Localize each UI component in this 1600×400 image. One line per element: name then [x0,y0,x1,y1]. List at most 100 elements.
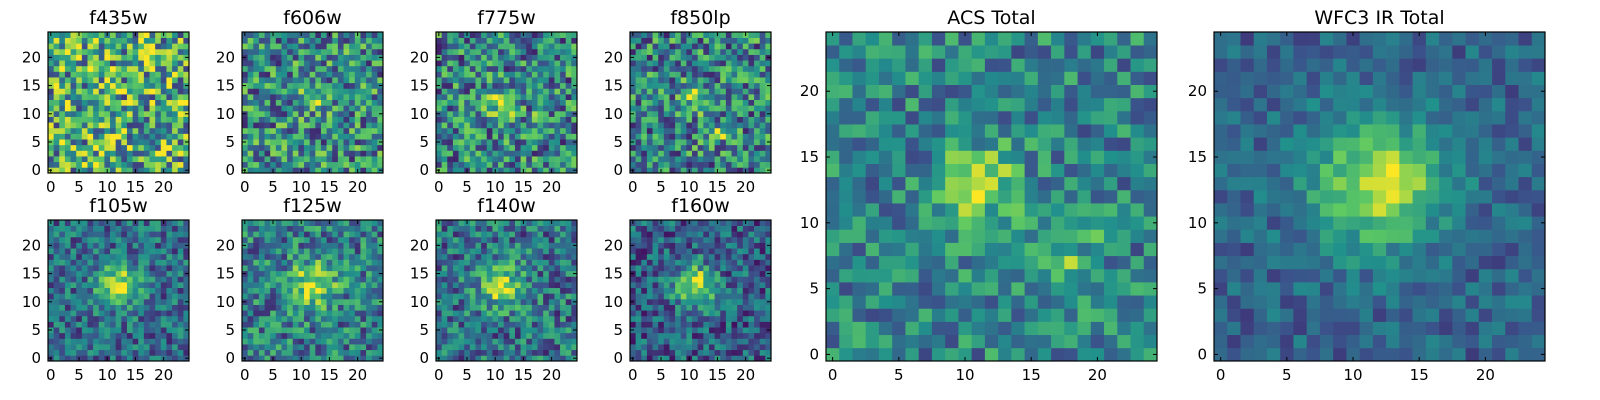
heatmap-cell [669,105,676,112]
heatmap-cell [469,99,476,106]
heatmap-cell [143,77,150,84]
heatmap-cell [183,321,190,328]
heatmap-cell [143,71,150,78]
heatmap-cell [366,94,373,101]
heatmap-cell [247,304,254,311]
heatmap-cell [253,139,260,146]
heatmap-cell [475,321,482,328]
heatmap-cell [697,82,704,89]
heatmap-cell [441,82,448,89]
heatmap-cell [247,105,254,112]
heatmap-cell [315,133,322,140]
heatmap-cell [537,77,544,84]
heatmap-cell [298,116,305,123]
heatmap-cell [281,37,288,44]
heatmap-cell [720,60,727,67]
heatmap-cell [452,127,459,134]
heatmap-cell [641,60,648,67]
heatmap-cell [526,105,533,112]
heatmap-cell [138,94,145,101]
heatmap-cell [309,156,316,163]
heatmap-cell [503,304,510,311]
heatmap-cell [630,332,636,339]
heatmap-cell [110,122,117,129]
heatmap-cell [663,54,670,61]
heatmap-cell [641,144,648,151]
heatmap-cell [452,310,459,317]
heatmap-cell [183,276,190,283]
heatmap-cell [53,110,60,117]
heatmap-cell [630,161,636,168]
heatmap-cell [669,82,676,89]
heatmap-cell [371,321,378,328]
heatmap-cell [475,236,482,243]
heatmap-cell [377,231,384,238]
heatmap-cell [703,43,710,50]
heatmap-cell [652,150,659,157]
heatmap-cell [270,71,277,78]
heatmap-cell [149,167,156,174]
heatmap-cell [93,133,100,140]
heatmap-cell [560,332,567,339]
heatmap-cell [737,344,744,351]
heatmap-cell [560,94,567,101]
heatmap-cell [630,127,636,134]
heatmap-cell [349,122,356,129]
heatmap-cell [275,32,282,38]
heatmap-cell [87,167,94,174]
heatmap-cell [680,276,687,283]
heatmap-cell [287,287,294,294]
heatmap-cell [287,77,294,84]
heatmap-cell [172,349,179,356]
heatmap-cell [366,276,373,283]
heatmap-cell [87,122,94,129]
heatmap-cell [720,71,727,78]
heatmap-cell [132,304,139,311]
heatmap-cell [326,248,333,255]
heatmap-cell [548,99,555,106]
heatmap-cell [366,231,373,238]
heatmap-cell [469,236,476,243]
heatmap-cell [731,116,738,123]
heatmap-cell [292,332,299,339]
heatmap-cell [663,99,670,106]
heatmap-cell [275,282,282,289]
heatmap-cell [514,220,521,226]
heatmap-cell [59,127,66,134]
heatmap-cell [258,265,265,272]
heatmap-cell [703,304,710,311]
heatmap-cell [104,82,111,89]
heatmap-cell [731,338,738,345]
heatmap-cell [93,144,100,151]
heatmap-cell [475,94,482,101]
heatmap-cell [143,315,150,322]
heatmap-cell [565,139,572,146]
heatmap-cell [326,298,333,305]
heatmap-cell [646,144,653,151]
heatmap-cell [155,88,162,95]
heatmap-cell [98,71,105,78]
heatmap-cell [714,139,721,146]
heatmap-cell [675,60,682,67]
heatmap-cell [754,355,761,362]
heatmap-cell [126,37,133,44]
heatmap-cell [669,338,676,345]
heatmap-cell [177,37,184,44]
heatmap-cell [309,110,316,117]
heatmap-cell [287,349,294,356]
heatmap-cell [447,82,454,89]
heatmap-cell [630,48,636,55]
heatmap-cell [270,82,277,89]
heatmap-cell [304,242,311,249]
heatmap-cell [98,144,105,151]
heatmap-cell [166,315,173,322]
heatmap-cell [565,150,572,157]
heatmap-cell [571,71,578,78]
heatmap-cell [498,242,505,249]
heatmap-cell [287,43,294,50]
heatmap-cell [76,287,83,294]
heatmap-cell [543,220,550,226]
heatmap-cell [708,344,715,351]
heatmap-cell [754,48,761,55]
heatmap-cell [548,332,555,339]
